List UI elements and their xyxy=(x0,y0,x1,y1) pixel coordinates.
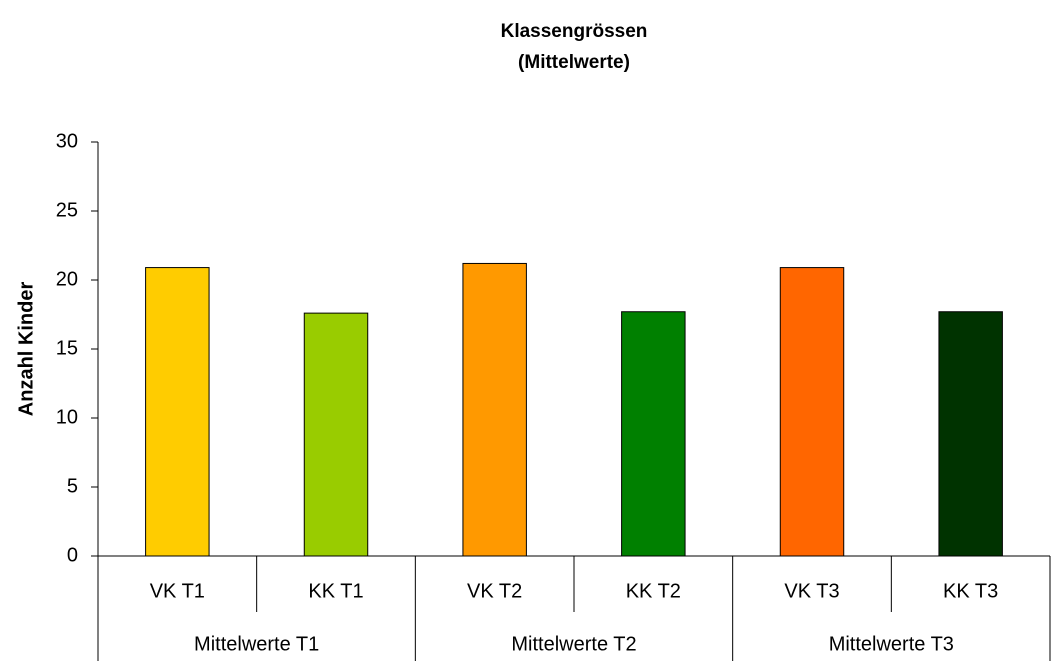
x-tick-label: KK T2 xyxy=(626,580,681,602)
chart-title: Klassengrössen xyxy=(501,21,648,42)
bar xyxy=(462,262,527,557)
bar xyxy=(145,267,210,557)
bar xyxy=(779,267,845,557)
bar xyxy=(938,311,1003,557)
bar xyxy=(303,312,369,557)
y-tick-label: 20 xyxy=(56,268,78,290)
group-label: Mittelwerte T3 xyxy=(829,633,954,655)
group-label: Mittelwerte T2 xyxy=(511,633,636,655)
x-tick-label: VK T3 xyxy=(784,580,839,602)
bar xyxy=(621,311,686,557)
y-tick-label: 25 xyxy=(56,199,78,221)
x-tick-label: VK T2 xyxy=(467,580,522,602)
y-axis-title: Anzahl Kinder xyxy=(15,282,37,417)
y-tick-label: 15 xyxy=(56,337,78,359)
y-tick-label: 0 xyxy=(67,544,78,566)
x-tick-label: VK T1 xyxy=(150,580,205,602)
group-label: Mittelwerte T1 xyxy=(194,633,319,655)
y-tick-label: 30 xyxy=(56,130,78,152)
y-tick-label: 10 xyxy=(56,406,78,428)
y-tick-label: 5 xyxy=(67,475,78,497)
x-tick-label: KK T3 xyxy=(943,580,998,602)
chart-subtitle: (Mittelwerte) xyxy=(518,52,630,73)
x-tick-label: KK T1 xyxy=(308,580,363,602)
